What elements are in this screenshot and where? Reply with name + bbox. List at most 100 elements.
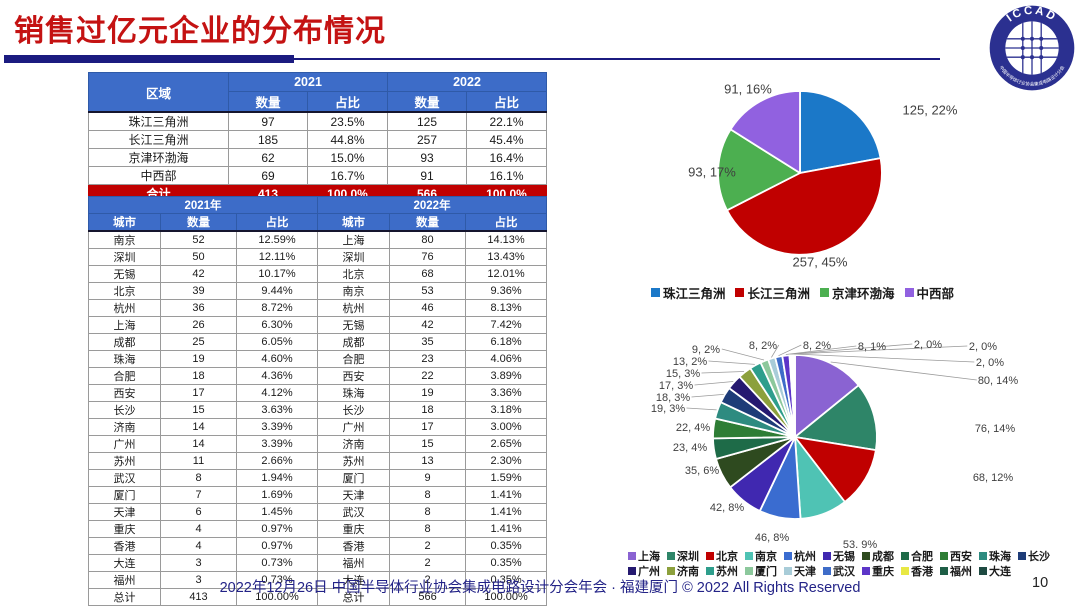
legend-item-北京: 北京 <box>706 548 738 564</box>
city-table-subheader: 数量 <box>389 213 467 232</box>
cell: 7.42% <box>465 316 548 334</box>
cell: 93 <box>387 148 467 167</box>
legend-item-京津环渤海: 京津环渤海 <box>820 283 895 302</box>
table-row: 天津 6 1.45% 武汉 8 1.41% <box>88 503 548 521</box>
title-underline-thick <box>4 55 294 63</box>
pie-label: 80, 14% <box>978 375 1019 387</box>
cell: 22.1% <box>466 111 547 131</box>
city-table-header-2022: 2022年 <box>317 196 548 214</box>
table-row: 广州 14 3.39% 济南 15 2.65% <box>88 435 548 453</box>
pie-label: 17, 3% <box>659 380 693 392</box>
cell: 苏州 <box>88 452 161 470</box>
cell: 武汉 <box>88 469 161 487</box>
legend-swatch <box>940 567 948 575</box>
cell: 0.35% <box>465 537 548 555</box>
cell: 62 <box>228 148 308 167</box>
cell: 18 <box>389 401 467 419</box>
cell: 14.13% <box>465 230 548 249</box>
legend-item-大连: 大连 <box>979 563 1011 579</box>
table-row: 深圳 50 12.11% 深圳 76 13.43% <box>88 248 548 266</box>
legend-label: 南京 <box>755 551 777 563</box>
cell: 北京 <box>88 282 161 300</box>
cell: 19 <box>389 384 467 402</box>
legend-label: 京津环渤海 <box>832 287 895 301</box>
leader-line <box>790 343 913 355</box>
cell: 0.35% <box>465 554 548 572</box>
cell: 3.63% <box>235 401 319 419</box>
cell: 35 <box>389 333 467 351</box>
cell: 15.0% <box>307 148 388 167</box>
cell: 0.97% <box>235 520 319 538</box>
cell: 50 <box>160 248 237 266</box>
cell: 大连 <box>88 554 161 572</box>
legend-label: 合肥 <box>911 551 933 563</box>
cell: 52 <box>160 230 237 249</box>
title-underline-thin <box>294 58 940 60</box>
cell: 中西部 <box>88 166 229 185</box>
legend-swatch <box>904 288 914 297</box>
cell: 成都 <box>88 333 161 351</box>
cell: 16.1% <box>466 166 547 185</box>
legend-swatch <box>784 567 792 575</box>
cell: 15 <box>389 435 467 453</box>
legend-swatch <box>667 567 675 575</box>
table-row: 济南 14 3.39% 广州 17 3.00% <box>88 418 548 436</box>
region-table-subheader: 占比 <box>466 91 547 113</box>
table-row: 京津环渤海 62 15.0% 93 16.4% <box>88 148 547 167</box>
cell: 成都 <box>317 333 391 351</box>
legend-label: 厦门 <box>755 566 777 578</box>
pie-label: 68, 12% <box>973 472 1014 484</box>
table-row: 香港 4 0.97% 香港 2 0.35% <box>88 537 548 555</box>
cell: 8 <box>160 469 237 487</box>
pie-label: 15, 3% <box>666 368 700 380</box>
cell: 1.69% <box>235 486 319 504</box>
region-table: 区域 2021 2022 数量 占比 数量 占比 珠江三角洲 97 23.5% 125… <box>88 72 547 203</box>
legend-swatch <box>628 552 636 560</box>
legend-swatch <box>862 567 870 575</box>
cell: 42 <box>389 316 467 334</box>
cell: 长沙 <box>88 401 161 419</box>
legend-item-香港: 香港 <box>901 563 933 579</box>
footer-text: 2022年12月26日 中国半导体行业协会集成电路设计分会年会 · 福建厦门 ©… <box>219 580 861 596</box>
leader-line <box>830 361 977 381</box>
leader-line <box>771 344 780 358</box>
cell: 76 <box>389 248 467 266</box>
leader-line <box>708 360 755 365</box>
legend-swatch <box>820 288 829 297</box>
cell: 3.36% <box>465 384 548 402</box>
legend-swatch <box>1018 552 1026 560</box>
cell: 深圳 <box>88 248 161 266</box>
legend-item-武汉: 武汉 <box>823 563 855 579</box>
cell: 上海 <box>317 230 391 249</box>
pie-slice-北京 <box>794 436 877 503</box>
cell: 16.7% <box>307 166 388 185</box>
cell: 17 <box>160 384 237 402</box>
legend-item-深圳: 深圳 <box>667 548 699 564</box>
legend-label: 广州 <box>638 566 660 578</box>
table-row: 厦门 7 1.69% 天津 8 1.41% <box>88 486 548 504</box>
pie-label: 18, 3% <box>656 392 690 404</box>
leader-line <box>694 381 734 386</box>
cell: 17 <box>389 418 467 436</box>
legend-swatch <box>862 552 870 560</box>
region-table-subheader: 占比 <box>307 91 388 113</box>
city-total-row: 总计 413 100.00% 总计 566 100.00% <box>88 588 548 606</box>
cell: 香港 <box>317 537 391 555</box>
cell: 长江三角洲 <box>88 130 229 149</box>
cell: 12.01% <box>465 265 548 283</box>
legend-swatch <box>706 552 714 560</box>
legend-label: 珠海 <box>989 551 1011 563</box>
legend-label: 福州 <box>950 566 972 578</box>
legend-label: 中西部 <box>916 287 955 301</box>
cell: 11 <box>160 452 237 470</box>
region-table-subheader: 数量 <box>387 91 467 113</box>
pie-label: 93, 17% <box>688 165 736 180</box>
pie-label: 8, 1% <box>858 341 886 353</box>
legend-item-厦门: 厦门 <box>745 563 777 579</box>
legend-swatch <box>979 552 987 560</box>
legend-item-无锡: 无锡 <box>823 548 855 564</box>
city-table-subheader: 城市 <box>317 213 391 232</box>
legend-swatch <box>940 552 948 560</box>
cell: 2.30% <box>465 452 548 470</box>
pie-slice-中西部 <box>729 90 801 174</box>
